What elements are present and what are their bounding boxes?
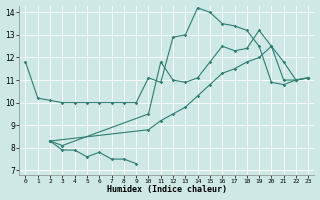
- X-axis label: Humidex (Indice chaleur): Humidex (Indice chaleur): [107, 185, 227, 194]
